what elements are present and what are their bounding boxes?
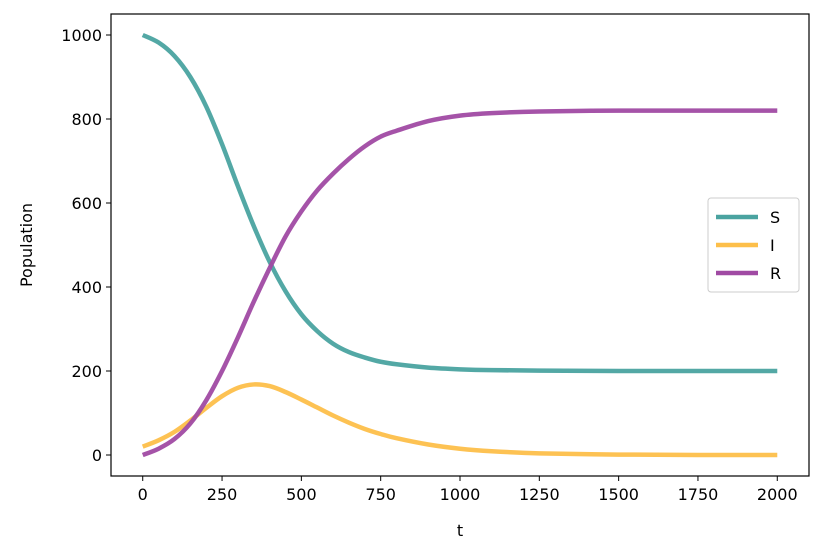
- x-tick-label: 1500: [598, 485, 639, 504]
- y-axis-title: Population: [17, 203, 36, 287]
- legend-label-s: S: [770, 208, 780, 227]
- x-tick-label: 750: [365, 485, 396, 504]
- y-tick-label: 1000: [61, 26, 102, 45]
- legend: SIR: [707, 197, 800, 293]
- legend-label-r: R: [770, 264, 781, 283]
- series-layer: [141, 32, 778, 458]
- x-tick-label: 1000: [440, 485, 481, 504]
- x-tick-label: 250: [207, 485, 238, 504]
- x-tick-label: 2000: [757, 485, 798, 504]
- legend-label-i: I: [770, 236, 775, 255]
- y-tick-label: 0: [92, 446, 102, 465]
- series-line-i: [141, 382, 778, 458]
- x-tick-label: 500: [286, 485, 317, 504]
- y-tick-label: 400: [71, 278, 102, 297]
- plot-area: [111, 14, 809, 476]
- x-tick-label: 0: [138, 485, 148, 504]
- x-tick-label: 1750: [678, 485, 719, 504]
- x-axis-title: t: [457, 521, 463, 540]
- x-axis-ticks: 0 250 500 750 1000 1250 1500 1750 2000: [138, 476, 798, 504]
- series-line-s: [141, 32, 778, 374]
- y-axis-ticks: 0 200 400 600 800 1000: [61, 26, 111, 465]
- y-tick-label: 800: [71, 110, 102, 129]
- y-tick-label: 200: [71, 362, 102, 381]
- y-tick-label: 600: [71, 194, 102, 213]
- series-line-r: [141, 108, 778, 458]
- x-tick-label: 1250: [519, 485, 560, 504]
